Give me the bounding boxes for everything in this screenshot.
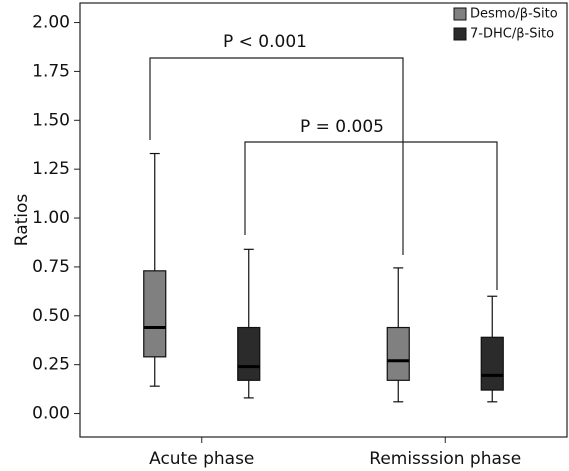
y-tick-label: 0.00 bbox=[32, 404, 70, 424]
bracket bbox=[149, 57, 404, 255]
legend-swatch bbox=[453, 27, 467, 41]
y-tick-label: 1.75 bbox=[32, 61, 70, 81]
x-tick-label: Acute phase bbox=[149, 449, 254, 469]
box bbox=[143, 270, 167, 358]
y-tick-label: 0.50 bbox=[32, 306, 70, 326]
y-axis-label: Ratios bbox=[12, 194, 32, 247]
y-tick-label: 0.25 bbox=[32, 355, 70, 375]
box bbox=[480, 336, 504, 391]
y-tick-label: 1.25 bbox=[32, 159, 70, 179]
box bbox=[386, 326, 410, 381]
plot-frame bbox=[79, 2, 568, 438]
annotation: P < 0.001 bbox=[223, 32, 307, 52]
x-tick-label: Remisssion phase bbox=[369, 449, 521, 469]
bracket bbox=[244, 141, 498, 290]
legend-label: Desmo/β-Sito bbox=[470, 7, 558, 22]
y-tick-label: 1.50 bbox=[32, 110, 70, 130]
legend-label: 7-DHC/β-Sito bbox=[470, 27, 554, 42]
y-tick-label: 1.00 bbox=[32, 208, 70, 228]
y-tick-label: 0.75 bbox=[32, 257, 70, 277]
annotation: P = 0.005 bbox=[300, 117, 384, 137]
box bbox=[237, 326, 261, 381]
legend-swatch bbox=[453, 7, 467, 21]
y-tick-label: 2.00 bbox=[32, 13, 70, 33]
